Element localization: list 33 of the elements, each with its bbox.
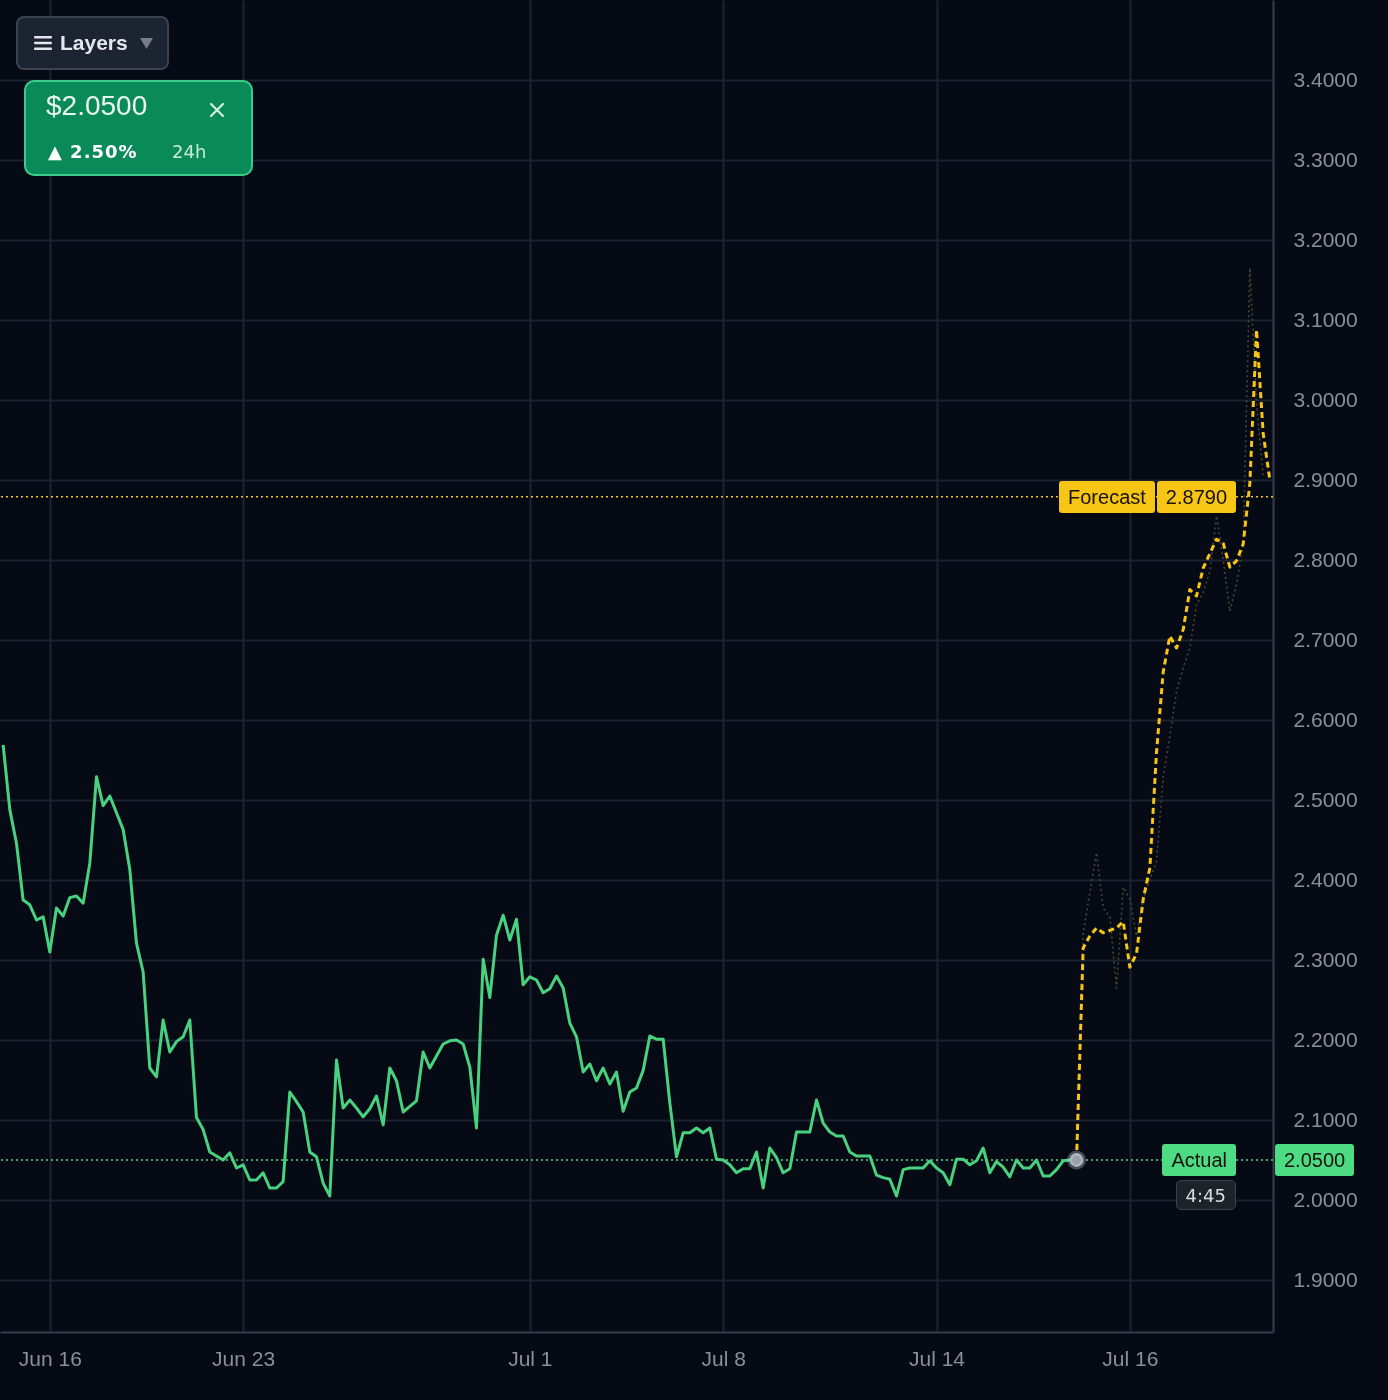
x-tick-label: Jun 16	[18, 1346, 82, 1370]
y-tick-label: 3.1000	[1293, 307, 1358, 331]
y-tick-label: 1.9000	[1293, 1267, 1358, 1291]
label-tag: Forecast	[1059, 480, 1155, 513]
annotation: 24h	[172, 141, 207, 162]
x-tick-label: Jul 16	[1102, 1346, 1159, 1370]
y-tick-label: 3.2000	[1293, 227, 1358, 251]
y-tick-label: 2.5000	[1293, 787, 1358, 811]
y-tick-label: 2.7000	[1293, 627, 1358, 651]
annotation: ▲ 2.50%	[48, 141, 138, 162]
value-tag: 2.8790	[1156, 480, 1236, 513]
y-tick-label: 2.4000	[1293, 867, 1358, 891]
annotation: $2.0500	[46, 90, 148, 122]
x-tick-label: Jul 1	[508, 1346, 553, 1370]
value-tag: 2.0500	[1275, 1144, 1355, 1176]
x-tick-label: Jul 14	[908, 1346, 966, 1370]
annotation: Layers	[60, 31, 128, 55]
y-tick-label: 2.8000	[1293, 547, 1358, 571]
countdown-tag: 4:45	[1175, 1180, 1236, 1210]
y-tick-label: 2.1000	[1293, 1107, 1358, 1131]
y-tick-label: 2.9000	[1293, 467, 1358, 491]
y-tick-label: 2.2000	[1293, 1027, 1358, 1051]
x-tick-label: Jul 8	[701, 1346, 746, 1370]
y-tick-label: 3.4000	[1293, 67, 1358, 91]
y-tick-label: 2.0000	[1293, 1187, 1358, 1211]
label-tag: Actual	[1162, 1144, 1236, 1176]
x-tick-label: Jun 23	[212, 1346, 276, 1370]
y-tick-label: 3.0000	[1293, 387, 1358, 411]
price-card: $2.0500 ▲ 2.50% 24h	[24, 80, 253, 176]
y-tick-label: 2.3000	[1293, 947, 1358, 971]
y-tick-label: 2.6000	[1293, 707, 1358, 731]
dropdown-button: Layers	[16, 16, 169, 70]
y-tick-label: 3.3000	[1293, 147, 1358, 171]
